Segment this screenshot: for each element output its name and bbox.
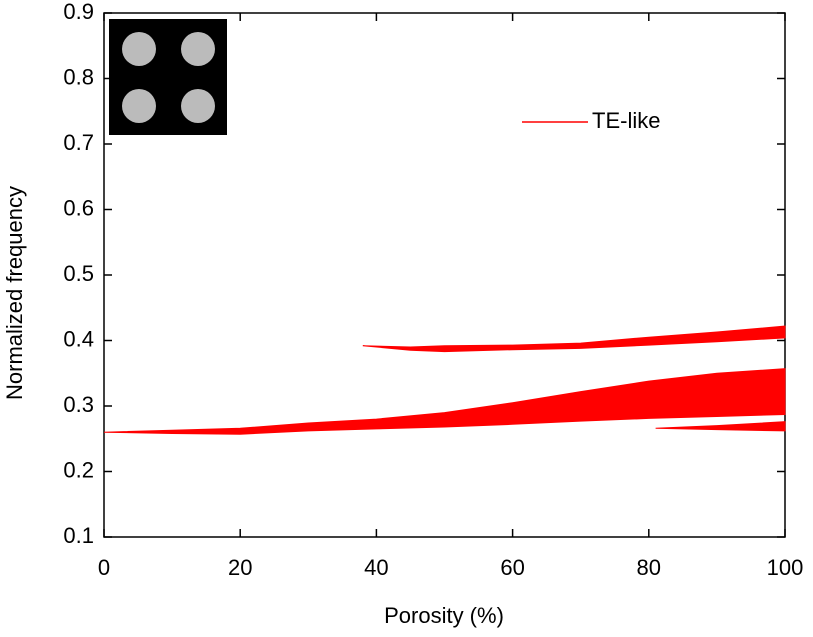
y-tick-label: 0.8 — [63, 64, 94, 89]
y-tick-label: 0.2 — [63, 457, 94, 482]
y-tick-label: 0.4 — [63, 326, 94, 351]
y-tick-label: 0.3 — [63, 392, 94, 417]
band-gap-area — [103, 368, 786, 435]
x-tick-label: 40 — [364, 555, 388, 580]
x-tick-label: 80 — [637, 555, 661, 580]
y-tick-label: 0.1 — [63, 523, 94, 548]
y-tick-label: 0.7 — [63, 130, 94, 155]
y-axis-label: Normalized frequency — [2, 186, 27, 400]
legend-label: TE-like — [592, 108, 660, 133]
y-tick-label: 0.5 — [63, 261, 94, 286]
x-axis-label: Porosity (%) — [384, 603, 504, 628]
x-tick-label: 0 — [98, 555, 110, 580]
band-gap-area — [362, 325, 786, 353]
x-tick-label: 100 — [767, 555, 804, 580]
band-gap-area — [655, 421, 786, 432]
inset-image — [109, 19, 227, 135]
y-tick-label: 0.9 — [63, 0, 94, 24]
x-tick-label: 20 — [228, 555, 252, 580]
y-tick-label: 0.6 — [63, 195, 94, 220]
x-tick-label: 60 — [500, 555, 524, 580]
